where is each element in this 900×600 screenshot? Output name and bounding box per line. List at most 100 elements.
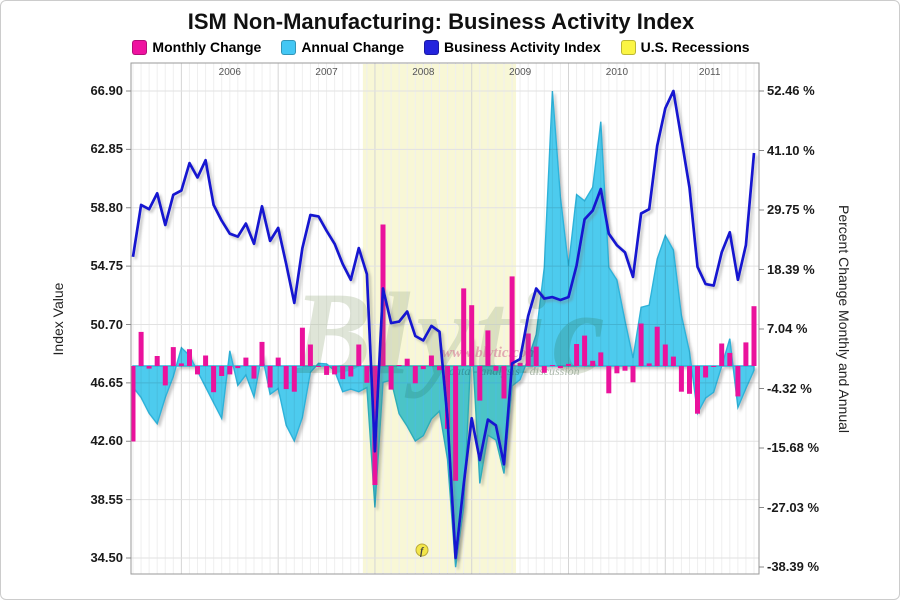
monthly-change-bar bbox=[162, 366, 168, 386]
monthly-change-bar bbox=[614, 366, 620, 374]
y-left-tick-label: 66.90 bbox=[90, 83, 123, 98]
y-right-tick-label: 18.39 % bbox=[767, 261, 815, 277]
monthly-change-bar bbox=[509, 276, 515, 366]
monthly-change-bar bbox=[130, 366, 136, 442]
monthly-change-bar bbox=[574, 344, 580, 366]
monthly-change-bar bbox=[751, 306, 757, 366]
monthly-change-bar bbox=[154, 356, 160, 366]
monthly-change-bar bbox=[388, 366, 394, 390]
monthly-change-bar bbox=[695, 366, 700, 414]
monthly-change-bar bbox=[743, 342, 749, 366]
monthly-change-bar bbox=[501, 366, 507, 399]
monthly-change-bar bbox=[541, 366, 547, 373]
monthly-change-bar bbox=[566, 363, 571, 366]
legend-swatch bbox=[423, 39, 439, 55]
monthly-change-bar bbox=[291, 366, 297, 392]
x-year-label: 2008 bbox=[412, 67, 435, 78]
y-right-tick-label: -27.03 % bbox=[767, 499, 820, 515]
monthly-change-bar bbox=[178, 363, 184, 366]
monthly-change-bar bbox=[316, 366, 321, 367]
monthly-change-bar bbox=[477, 366, 483, 401]
y-right-tick-label: -4.32 % bbox=[767, 380, 812, 396]
y-left-tick-label: 46.65 bbox=[90, 374, 123, 390]
monthly-change-bar bbox=[493, 366, 499, 371]
monthly-change-bar bbox=[138, 331, 144, 366]
business-activity-line bbox=[131, 89, 756, 560]
monthly-change-bar bbox=[678, 366, 684, 392]
monthly-change-bar bbox=[453, 366, 459, 481]
monthly-change-bar bbox=[461, 288, 467, 366]
monthly-change-bar bbox=[283, 366, 289, 390]
monthly-change-bar bbox=[445, 366, 450, 429]
monthly-change-bar bbox=[146, 366, 152, 369]
monthly-change-bar bbox=[170, 347, 176, 366]
legend-item-monthly-change: Monthly Change bbox=[132, 39, 261, 55]
chart-title: ISM Non-Manufacturing: Business Activity… bbox=[187, 9, 695, 34]
monthly-change-bar bbox=[404, 358, 410, 366]
y-right-tick-label: -15.68 % bbox=[767, 440, 820, 455]
monthly-change-bar bbox=[735, 366, 741, 397]
monthly-change-bar bbox=[243, 357, 249, 366]
monthly-change-bar bbox=[219, 366, 225, 376]
monthly-change-bar bbox=[412, 366, 418, 384]
legend-swatch bbox=[281, 39, 297, 55]
monthly-change-bar bbox=[251, 366, 257, 379]
watermark-logo-circle bbox=[415, 543, 429, 557]
monthly-change-bar bbox=[703, 366, 709, 378]
monthly-change-bar bbox=[324, 366, 330, 375]
legend-swatch bbox=[620, 39, 636, 55]
annual-change-area bbox=[132, 90, 755, 568]
legend-label: U.S. Recessions bbox=[640, 39, 750, 55]
monthly-change-bars bbox=[130, 224, 757, 485]
monthly-change-bar bbox=[662, 344, 668, 366]
monthly-change-bar bbox=[598, 352, 604, 366]
y-left-tick-label: 62.85 bbox=[90, 141, 123, 157]
y-right-tick-label: -38.39 % bbox=[767, 559, 820, 574]
x-year-label: 2006 bbox=[218, 67, 241, 78]
monthly-change-bar bbox=[606, 366, 612, 394]
x-year-label: 2007 bbox=[315, 67, 338, 78]
monthly-change-bar bbox=[235, 366, 241, 369]
y-left-tick-label: 58.80 bbox=[90, 199, 123, 215]
y-left-tick-label: 42.60 bbox=[90, 433, 123, 449]
monthly-change-bar bbox=[259, 341, 265, 366]
watermark-logo-glyph: f bbox=[420, 547, 425, 558]
y-left-tick-label: 34.50 bbox=[90, 550, 123, 565]
legend-swatch bbox=[132, 39, 148, 55]
monthly-change-bar bbox=[420, 366, 426, 370]
monthly-change-bar bbox=[590, 360, 596, 366]
legend-item-business-activity-index: Business Activity Index bbox=[423, 39, 601, 55]
monthly-change-bar bbox=[211, 366, 217, 393]
monthly-change-bar bbox=[727, 352, 733, 366]
y-right-tick-label: 7.04 % bbox=[767, 321, 808, 336]
monthly-change-bar bbox=[428, 355, 434, 366]
y-left-tick-label: 38.55 bbox=[90, 491, 123, 507]
monthly-change-bar bbox=[670, 356, 676, 366]
monthly-change-bar bbox=[332, 366, 338, 375]
x-year-label: 2009 bbox=[508, 67, 532, 78]
monthly-change-bar bbox=[525, 333, 531, 366]
monthly-change-bar bbox=[203, 355, 209, 366]
monthly-change-bar bbox=[364, 366, 370, 383]
legend-label: Annual Change bbox=[301, 39, 404, 55]
monthly-change-bar bbox=[469, 305, 475, 366]
y-right-tick-label: 52.46 % bbox=[767, 83, 815, 98]
monthly-change-bar bbox=[557, 366, 563, 369]
monthly-change-bar bbox=[711, 366, 717, 367]
monthly-change-bar bbox=[517, 362, 523, 366]
monthly-change-bar bbox=[437, 366, 442, 371]
tick-marks bbox=[126, 90, 764, 568]
legend-item-u-s-recessions: U.S. Recessions bbox=[620, 39, 750, 55]
monthly-change-bar bbox=[348, 366, 354, 377]
legend-label: Monthly Change bbox=[152, 39, 262, 55]
x-year-label: 2011 bbox=[698, 67, 721, 78]
monthly-change-bar bbox=[275, 357, 281, 366]
monthly-change-bar bbox=[227, 366, 233, 375]
monthly-change-bar bbox=[646, 363, 652, 366]
monthly-change-bar bbox=[630, 366, 636, 383]
y-left-tick-label: 50.70 bbox=[90, 316, 123, 332]
monthly-change-bar bbox=[582, 335, 588, 366]
monthly-change-bar bbox=[267, 366, 273, 388]
